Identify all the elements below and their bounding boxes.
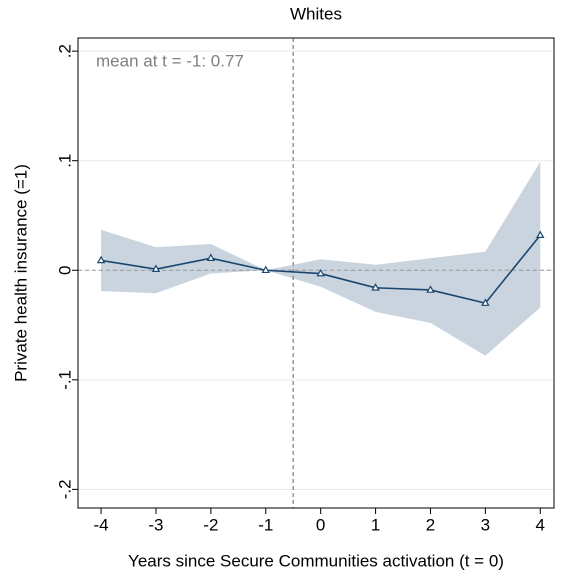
x-tick-label: -1 <box>258 515 273 534</box>
point-marker <box>151 264 161 272</box>
y-tick-label: .1 <box>55 154 74 168</box>
x-tick-label: 4 <box>536 515 545 534</box>
y-tick-label: 0 <box>55 266 74 275</box>
x-axis-title: Years since Secure Communities activatio… <box>128 551 504 570</box>
y-tick-label: .2 <box>55 44 74 58</box>
x-tick-label: 2 <box>426 515 435 534</box>
annotation: mean at t = -1: 0.77 <box>96 51 244 70</box>
point-marker <box>426 285 435 293</box>
point-marker <box>536 230 545 239</box>
chart-title: Whites <box>290 4 342 23</box>
y-axis-title: Private health insurance (=1) <box>11 164 30 382</box>
y-tick-label: -.1 <box>55 370 74 390</box>
point-marker <box>316 268 325 277</box>
point-marker <box>261 265 270 274</box>
x-tick-label: 0 <box>316 515 325 534</box>
point-marker <box>206 253 216 262</box>
y-tick-label: -.2 <box>55 479 74 499</box>
x-tick-label: -2 <box>203 515 218 534</box>
confidence-band <box>101 161 541 356</box>
plot-frame <box>77 37 555 509</box>
x-tick-label: 1 <box>371 515 380 534</box>
point-marker <box>481 298 490 306</box>
x-tick-label: -4 <box>93 515 108 534</box>
point-marker <box>371 283 380 291</box>
x-tick-label: 3 <box>481 515 490 534</box>
point-marker <box>96 255 106 264</box>
x-tick-label: -3 <box>148 515 163 534</box>
